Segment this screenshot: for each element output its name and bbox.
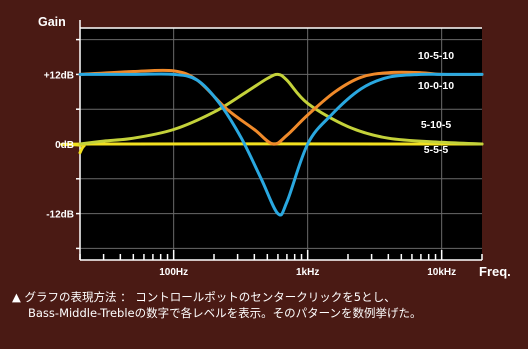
y-tick-label: 0dB bbox=[55, 140, 74, 151]
y-axis-title: Gain bbox=[38, 15, 66, 29]
caption-line-1: ▲ グラフの表現方法 ： コントロールポットのセンタークリックを5とし、 bbox=[12, 290, 396, 304]
series-line-5-10-5 bbox=[78, 72, 484, 146]
y-tick-label: +12dB bbox=[44, 70, 74, 81]
caption-line-2: Bass-Middle-Trebleの数字で各レベルを表示。そのパターンを数例挙… bbox=[28, 306, 422, 320]
tick-labels: +12dB 0dB -12dB 100Hz 1kHz 10kHz Gain Freq. bbox=[38, 15, 511, 279]
axes bbox=[76, 20, 483, 261]
series-label-5-5-5: 5-5-5 bbox=[424, 144, 449, 156]
series-line-10-5-10 bbox=[78, 68, 484, 146]
x-tick-label: 100Hz bbox=[159, 267, 188, 278]
y-tick-label: -12dB bbox=[46, 210, 74, 221]
figure-caption: ▲ グラフの表現方法 ： コントロールポットのセンタークリックを5とし、 Bas… bbox=[12, 289, 522, 321]
x-axis-title: Freq. bbox=[479, 264, 511, 279]
x-tick-label: 10kHz bbox=[427, 267, 456, 278]
series-layer bbox=[60, 68, 484, 217]
x-tick-label: 1kHz bbox=[296, 267, 319, 278]
curve-labels: 10-5-10 10-0-10 5-10-5 5-5-5 bbox=[418, 50, 454, 156]
series-label-10-5-10: 10-5-10 bbox=[418, 50, 454, 62]
series-line-10-0-10 bbox=[78, 72, 484, 217]
series-label-10-0-10: 10-0-10 bbox=[418, 80, 454, 92]
series-line-5-5-5 bbox=[60, 142, 484, 155]
series-label-5-10-5: 5-10-5 bbox=[421, 119, 452, 131]
